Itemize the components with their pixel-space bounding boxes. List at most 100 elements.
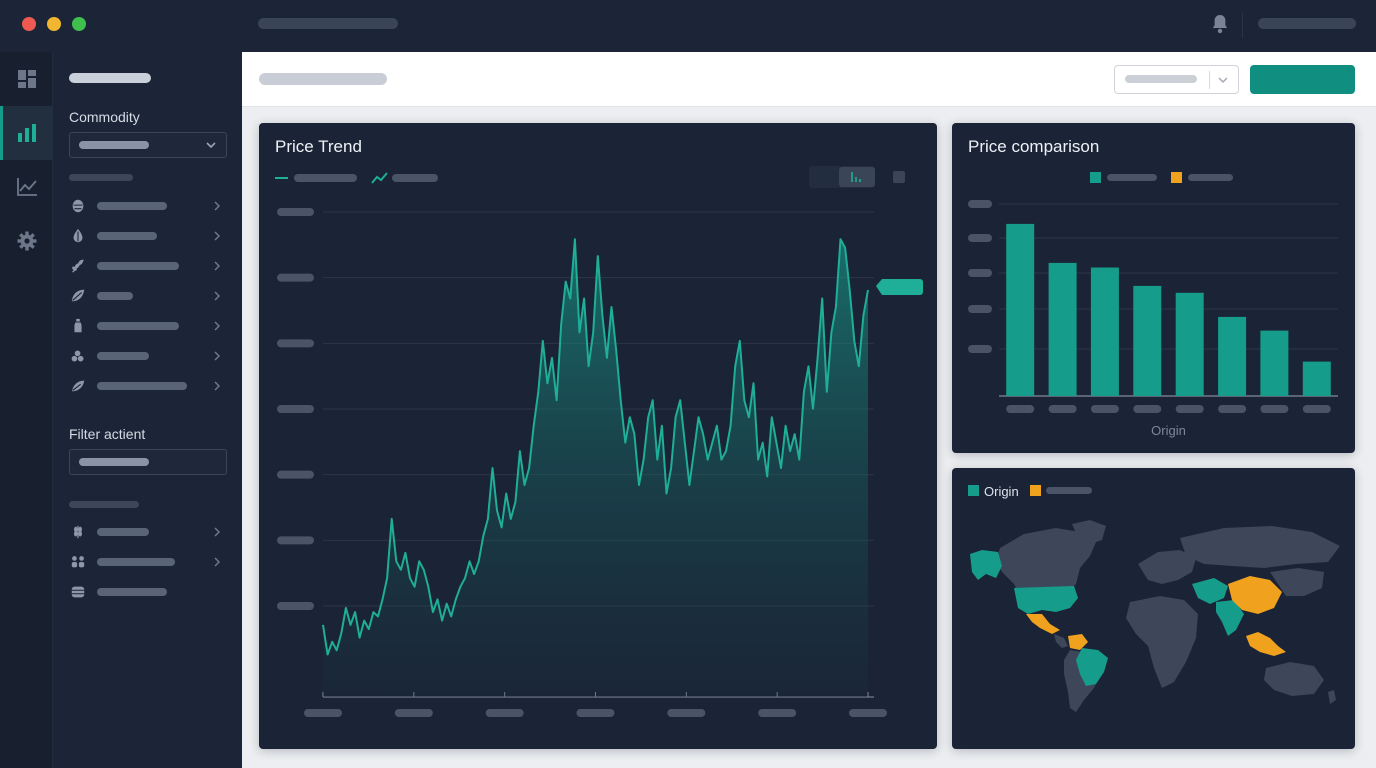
window-titlebar <box>0 0 1376 52</box>
sidebar-item-label-placeholder <box>97 382 187 390</box>
sidebar-list-item[interactable] <box>69 522 227 542</box>
region-europe[interactable] <box>1138 550 1196 584</box>
region-greenland[interactable] <box>1072 520 1106 544</box>
minimize-window-button[interactable] <box>47 17 61 31</box>
x-tick-label-placeholder <box>1218 405 1247 413</box>
rail-item-bar-chart[interactable] <box>0 106 53 160</box>
bar[interactable] <box>1218 316 1247 396</box>
commodity-select[interactable] <box>69 132 227 158</box>
bar-mode-icon <box>851 172 861 182</box>
bar-legend-swatch-teal <box>1090 172 1101 183</box>
chart-options-button[interactable] <box>893 171 905 183</box>
region-india[interactable] <box>1216 600 1244 636</box>
berries-icon <box>71 350 84 362</box>
bar[interactable] <box>1048 262 1077 396</box>
bar[interactable] <box>1175 292 1204 396</box>
sidebar-list-item[interactable] <box>69 552 227 572</box>
y-tick-label-placeholder <box>277 602 314 610</box>
region-mexico[interactable] <box>1026 614 1060 634</box>
rail-item-dashboard[interactable] <box>0 52 53 106</box>
sidebar-list-item[interactable] <box>69 346 227 366</box>
x-tick-label-placeholder <box>1048 405 1077 413</box>
highlight-legend-placeholder <box>1046 487 1092 494</box>
bar-legend-swatch-orange <box>1171 172 1182 183</box>
bar[interactable] <box>1090 267 1119 397</box>
herd-icon <box>71 556 85 568</box>
region-china[interactable] <box>1228 576 1282 614</box>
bar[interactable] <box>1133 285 1162 396</box>
x-tick-label-placeholder <box>758 709 797 717</box>
sidebar-item-label-placeholder <box>97 232 157 240</box>
icon-rail <box>0 52 53 768</box>
chart-type-toggle-active[interactable] <box>839 167 875 187</box>
region-new-zealand[interactable] <box>1328 690 1336 704</box>
rail-item-settings[interactable] <box>0 214 53 268</box>
sidebar-list-item[interactable] <box>69 226 227 246</box>
sidebar-heading-placeholder <box>69 73 151 83</box>
sidebar-item-label-placeholder <box>97 588 167 596</box>
close-window-button[interactable] <box>22 17 36 31</box>
origin-map-card: Origin <box>952 468 1355 749</box>
sidebar-list-item[interactable] <box>69 316 227 336</box>
region-middle-east-asia[interactable] <box>1192 578 1228 604</box>
primary-action-button[interactable] <box>1250 65 1355 94</box>
region-colombia[interactable] <box>1068 634 1088 650</box>
y-tick-label-placeholder <box>968 234 992 242</box>
chevron-right-icon <box>214 381 221 391</box>
rail-item-line-chart[interactable] <box>0 160 53 214</box>
y-tick-label-placeholder <box>277 536 314 545</box>
bar-chart-icon <box>17 124 36 142</box>
region-africa[interactable] <box>1126 596 1198 688</box>
page-title-placeholder <box>259 73 387 85</box>
trend-legend-placeholder <box>392 174 438 182</box>
sidebar-list-item[interactable] <box>69 196 227 216</box>
x-tick-label-placeholder <box>1260 405 1289 413</box>
x-tick-label-placeholder <box>485 709 524 717</box>
y-tick-label-placeholder <box>277 273 314 282</box>
region-asia-east[interactable] <box>1270 568 1324 596</box>
filter-input[interactable] <box>69 449 227 475</box>
region-usa[interactable] <box>1014 586 1078 614</box>
main-toolbar <box>242 52 1376 107</box>
notification-bell-icon[interactable] <box>1210 13 1230 35</box>
chevron-right-icon <box>214 557 221 567</box>
bar-legend-placeholder <box>1107 174 1157 181</box>
commodity-label: Commodity <box>69 109 140 125</box>
sidebar-list-item[interactable] <box>69 286 227 306</box>
region-brazil[interactable] <box>1076 648 1108 686</box>
bottle-icon <box>74 318 82 333</box>
maximize-window-button[interactable] <box>72 17 86 31</box>
bar[interactable] <box>1006 223 1035 396</box>
bar[interactable] <box>1302 361 1331 396</box>
origin-legend-label: Origin <box>984 484 1019 499</box>
sidebar-list-item[interactable] <box>69 582 227 602</box>
price-trend-title: Price Trend <box>275 137 362 156</box>
y-tick-label-placeholder <box>277 405 314 413</box>
chevron-right-icon <box>214 261 221 271</box>
sidebar-list-item[interactable] <box>69 256 227 276</box>
price-area-fill <box>323 239 868 697</box>
sidebar-list-item[interactable] <box>69 376 227 396</box>
filter-label: Filter actient <box>69 426 146 442</box>
leaf-drop-icon <box>73 228 83 243</box>
chevron-down-icon <box>206 142 216 149</box>
commodity-group-header-placeholder <box>69 174 133 181</box>
y-tick-label-placeholder <box>277 208 314 216</box>
select-divider <box>1209 71 1210 89</box>
region-southeast-asia[interactable] <box>1246 632 1286 656</box>
commodity-select-value-placeholder <box>79 141 149 149</box>
user-name-placeholder[interactable] <box>1258 18 1356 29</box>
x-tick-label-placeholder <box>1006 405 1035 413</box>
period-select[interactable] <box>1114 65 1239 94</box>
x-tick-label-placeholder <box>667 709 706 717</box>
window-title-placeholder <box>258 18 398 29</box>
region-central-america[interactable] <box>1054 634 1068 648</box>
region-australia[interactable] <box>1264 662 1324 696</box>
bar[interactable] <box>1260 330 1289 396</box>
y-tick-label-placeholder <box>968 305 992 313</box>
x-tick-label-placeholder <box>849 709 887 717</box>
x-tick-label-placeholder <box>394 709 433 717</box>
chevron-right-icon <box>214 291 221 301</box>
region-russia[interactable] <box>1180 526 1340 568</box>
region-alaska[interactable] <box>970 550 1002 580</box>
